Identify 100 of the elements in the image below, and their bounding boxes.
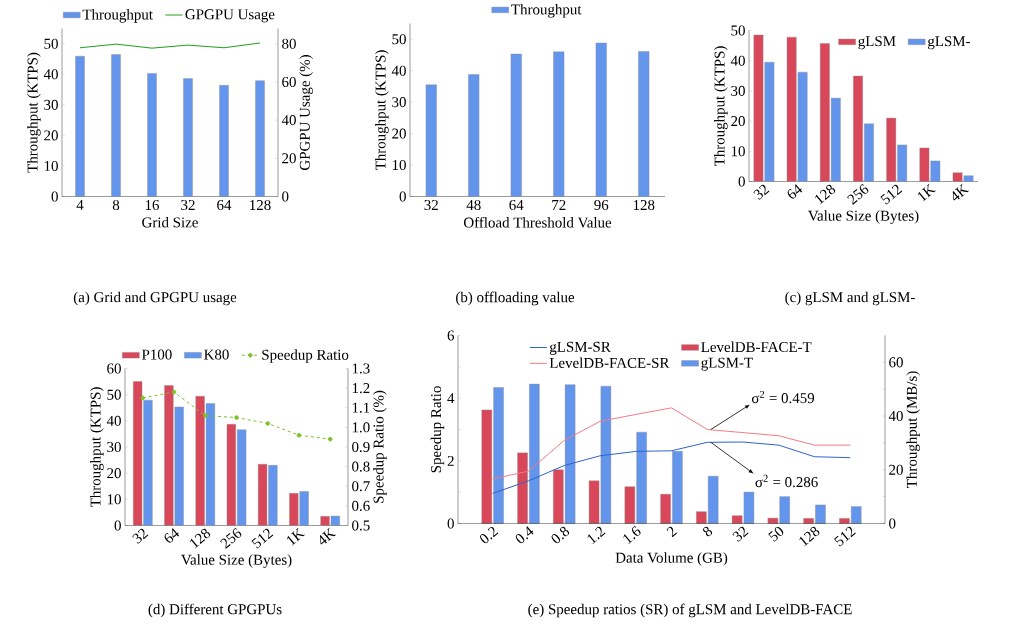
y2-tick-label: 40 xyxy=(888,410,903,421)
point xyxy=(234,415,239,420)
y-tick-label: 30 xyxy=(731,85,745,96)
text: (b) offloading value xyxy=(456,291,575,306)
bar xyxy=(255,80,265,197)
bar xyxy=(510,53,522,197)
y2-axis-title: Throughput (MB/s) xyxy=(906,371,920,488)
annotation: σ$^{2}$ = 0.459 xyxy=(751,390,815,403)
legend-label: Throughput xyxy=(82,8,153,23)
legend-label: Speedup Ratio xyxy=(262,349,349,363)
y-tick-label: 10 xyxy=(731,146,745,157)
y-axis-title: Speedup Ratio xyxy=(430,386,445,473)
annotation: σ$^{2}$ = 0.286 xyxy=(755,474,818,487)
point xyxy=(171,389,177,395)
bar xyxy=(111,54,121,197)
legend-label: LevelDB-FACE-SR xyxy=(549,357,670,368)
y-axis-title: Throughput (KTPS) xyxy=(714,46,728,166)
text: (d) Different GPGPUs xyxy=(148,603,282,618)
y-axis-title: Throughput (KTPS) xyxy=(27,52,41,173)
x-tick-label: 128 xyxy=(633,199,655,210)
x-tick-label: 512 xyxy=(834,526,856,547)
y2-tick-label: 1.2 xyxy=(352,382,370,393)
x-tick-label: 128 xyxy=(250,199,271,210)
x-tick-label: 16 xyxy=(145,199,160,210)
y-tick-label: 10 xyxy=(107,494,121,505)
y2-tick-label: 40 xyxy=(281,114,296,125)
y2-tick-label: 1.0 xyxy=(352,422,370,433)
y-tick-label: 30 xyxy=(392,96,406,107)
x-tick-label: 64 xyxy=(164,527,180,543)
x-tick-label: 128 xyxy=(799,526,820,547)
legend-label: P100 xyxy=(141,349,172,360)
x-axis-title: Offload Threshold Value xyxy=(463,216,612,228)
x-tick-label: 8 xyxy=(112,199,120,210)
x-tick-label: 4 xyxy=(76,199,84,210)
y-tick-label: 0 xyxy=(447,518,454,529)
y-tick-label: 0 xyxy=(399,191,406,202)
y-tick-label: 0 xyxy=(738,176,745,187)
x-tick-label: 96 xyxy=(594,199,609,210)
y-axis-title: Throughput (KTPS) xyxy=(90,387,104,507)
bar xyxy=(183,78,193,197)
x-tick-label: 48 xyxy=(466,199,481,210)
y-tick-label: 50 xyxy=(731,25,745,36)
x-tick-label: 32 xyxy=(732,526,749,542)
y-tick-label: 10 xyxy=(392,159,406,170)
x-tick-label: 32 xyxy=(181,199,195,210)
text: (c) gLSM and gLSM- xyxy=(785,291,915,306)
x-axis-title: Value Size (Bytes) xyxy=(181,554,292,568)
y-tick-label: 30 xyxy=(44,99,58,110)
x-tick-label: 4K xyxy=(952,183,970,201)
x-tick-label: 2 xyxy=(666,526,678,537)
bar xyxy=(219,84,229,197)
y-tick-label: 6 xyxy=(447,330,455,341)
x-tick-label: 32 xyxy=(424,199,438,210)
y2-tick-label: 1.3 xyxy=(352,363,370,374)
line-series xyxy=(492,441,851,494)
y-tick-label: 0 xyxy=(114,520,121,531)
point xyxy=(327,436,333,442)
y2-tick-label: 60 xyxy=(282,76,296,87)
legend-label: gLSM xyxy=(858,35,896,50)
bar xyxy=(638,51,650,197)
bar xyxy=(553,51,565,197)
y-tick-label: 20 xyxy=(392,128,406,139)
x-tick-label: 512 xyxy=(880,184,903,205)
y2-tick-label: 0.8 xyxy=(352,461,370,472)
y-tick-label: 40 xyxy=(391,65,406,76)
y-tick-label: 40 xyxy=(730,55,745,66)
y-tick-label: 50 xyxy=(107,389,121,400)
legend-label: gLSM- xyxy=(927,35,970,50)
y2-tick-label: 0.6 xyxy=(352,500,370,511)
legend-label: K80 xyxy=(204,349,229,360)
x-tick-label: 128 xyxy=(190,528,211,549)
x-tick-label: 256 xyxy=(847,183,869,205)
bar xyxy=(595,42,607,197)
y2-tick-label: 0 xyxy=(889,518,896,529)
y2-axis-title: Speedup Ratio (%) xyxy=(373,390,387,503)
x-tick-label: 64 xyxy=(787,183,803,199)
y2-tick-label: 0.7 xyxy=(352,480,370,492)
y2-tick-label: 1.1 xyxy=(352,402,370,413)
x-tick-label: 32 xyxy=(132,528,149,544)
bar xyxy=(468,74,480,197)
x-tick-label: 128 xyxy=(815,184,836,205)
legend-label: Throughput xyxy=(511,3,582,18)
point xyxy=(296,432,302,438)
y-tick-label: 20 xyxy=(731,115,745,126)
y-tick-label: 30 xyxy=(107,441,121,452)
y-tick-label: 50 xyxy=(44,38,58,49)
y2-tick-label: 0.5 xyxy=(352,520,370,531)
y2-tick-label: 20 xyxy=(282,153,296,164)
x-tick-label: 72 xyxy=(552,199,566,210)
y-tick-label: 20 xyxy=(107,467,121,478)
x-tick-label: 64 xyxy=(217,199,232,210)
y2-tick-label: 80 xyxy=(282,38,296,49)
y-tick-label: 4 xyxy=(447,393,455,403)
y2-tick-label: 20 xyxy=(889,464,903,475)
legend-label: LevelDB-FACE-T xyxy=(701,341,812,352)
x-tick-label: 0.8 xyxy=(551,526,570,543)
bar xyxy=(425,84,437,197)
x-axis-title: Data Volume (GB) xyxy=(615,552,728,566)
legend-label: gLSM-T xyxy=(701,357,753,371)
x-tick-label: 1.6 xyxy=(623,525,641,544)
